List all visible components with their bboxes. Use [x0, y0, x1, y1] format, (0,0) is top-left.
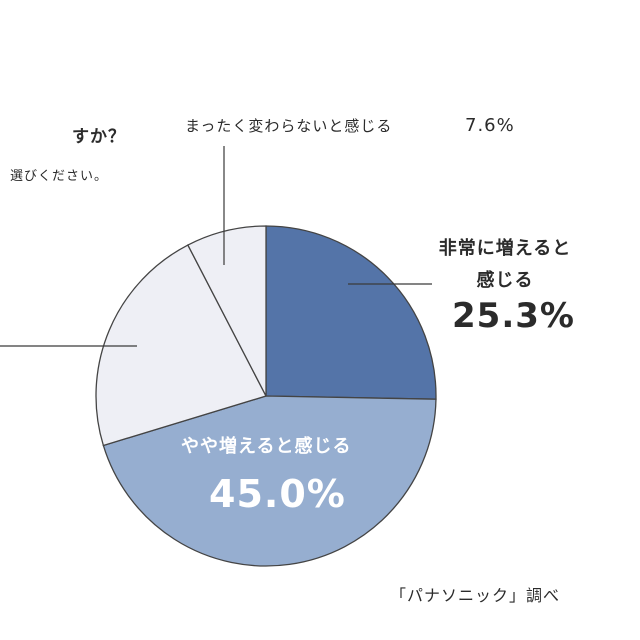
source-note: 「パナソニック」調べ	[390, 586, 561, 605]
label-unchanged: まったく変わらないと感じる	[185, 117, 393, 135]
question-text: すか？ 選びください。	[0, 0, 130, 200]
value-slightly-increase: 45.0%	[209, 472, 346, 516]
question-line-2: 選びください。	[9, 169, 108, 184]
leader-lines	[0, 146, 432, 347]
pie-slice-3	[95, 244, 267, 447]
pie-slice-2	[102, 395, 437, 567]
value-unchanged: 7.6%	[465, 115, 515, 136]
label-slightly-increase: やや増えると感じる	[181, 436, 352, 457]
label-very-increase: 非常に増えると感じる	[438, 238, 572, 291]
pie-slice-4	[186, 225, 267, 397]
pie-slice-1	[265, 225, 437, 400]
question-line-1: すか？	[72, 127, 126, 147]
value-very-increase: 25.3%	[452, 296, 575, 336]
pie-slices	[95, 225, 437, 567]
